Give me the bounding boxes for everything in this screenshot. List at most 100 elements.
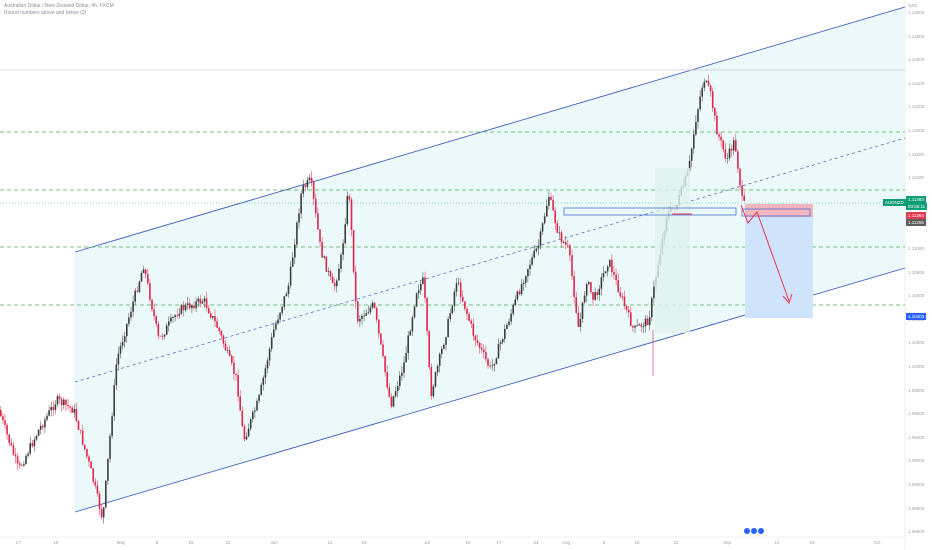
candle-body [63, 399, 65, 406]
candle-body [375, 307, 378, 320]
price-axis-label: 1.09000 [908, 482, 925, 487]
indicator-label[interactable]: Round numbers above and below (2) [4, 10, 87, 16]
candle-body [86, 449, 88, 457]
candle-body [588, 282, 590, 285]
candle-body [548, 196, 550, 206]
channel-fill [75, 7, 905, 512]
candle-body [609, 259, 611, 267]
candle-body [459, 282, 462, 297]
candle-body [214, 316, 216, 322]
candle-body [123, 336, 126, 342]
candle-body [737, 151, 739, 169]
candle-body [354, 271, 357, 302]
candle-body [12, 445, 15, 455]
order-block-box [741, 208, 811, 217]
candle-body [58, 396, 61, 400]
candle-body [218, 327, 220, 332]
candle-body [625, 305, 628, 310]
candle-body [378, 319, 380, 334]
support-resistance-levels[interactable] [0, 69, 905, 306]
last-price-tag: 1.11393 [906, 196, 926, 203]
candle-body [617, 280, 619, 293]
candle-body [228, 350, 231, 357]
candle-body [447, 319, 449, 338]
candle-body [546, 205, 548, 217]
candle-body [417, 290, 420, 294]
candle-body [556, 223, 559, 233]
candle-body [302, 185, 304, 194]
candle-body [613, 272, 615, 275]
candle-body [623, 296, 626, 306]
candle-body [693, 134, 695, 149]
ascending-channel[interactable] [74, 6, 906, 513]
candle-body [134, 290, 136, 302]
candle-body [283, 296, 286, 307]
candle-body [275, 323, 277, 330]
candle-body [199, 298, 202, 304]
candle-body [373, 302, 376, 308]
channel-upper-line [74, 6, 906, 253]
candle-body [8, 434, 10, 443]
candle-body [726, 158, 729, 159]
candle-body [212, 316, 214, 318]
candle-body [644, 318, 647, 327]
candle-body [121, 341, 124, 346]
candle-body [537, 245, 540, 249]
candle-body [590, 282, 592, 293]
time-axis-label: 12 [774, 540, 780, 545]
candle-body [480, 347, 483, 350]
candle-body [529, 264, 531, 270]
candle-body [294, 244, 296, 258]
candle-body [634, 325, 636, 328]
candle-body [191, 305, 193, 309]
candle-body [52, 407, 55, 410]
candle-body [495, 358, 498, 364]
price-axis-label: 1.11000 [908, 246, 924, 251]
candle-body [476, 340, 479, 343]
candle-body [504, 328, 506, 339]
candle-body [396, 386, 399, 392]
candle-body [409, 331, 412, 336]
candle-body [260, 384, 262, 395]
candle-body [77, 420, 80, 430]
candle-body [487, 359, 489, 366]
candle-body [697, 109, 699, 122]
candle-body [527, 269, 529, 277]
time-axis-label: 24 [533, 540, 539, 545]
candle-body [182, 305, 185, 311]
entry-level-tag: 1.11266 [906, 219, 926, 226]
time-axis-label: Jul [424, 540, 430, 545]
candle-body [233, 362, 235, 374]
candle-body [581, 302, 584, 320]
price-axis-label: 1.09200 [908, 458, 925, 464]
candle-body [281, 306, 283, 313]
candle-body [4, 420, 6, 426]
candle-body [579, 319, 582, 327]
candle-body [310, 177, 313, 182]
candle-body [50, 407, 52, 411]
candle-body [562, 241, 565, 243]
candle-body [340, 254, 342, 269]
candle-body [430, 366, 433, 397]
candle-body [325, 256, 328, 272]
short-position-tool[interactable] [563, 168, 813, 333]
candle-body [79, 429, 82, 431]
candle-body [21, 465, 23, 467]
time-axis-label: 22 [673, 540, 679, 545]
candle-body [33, 439, 36, 447]
candle-body [111, 416, 113, 437]
candle-body [464, 301, 466, 309]
candle-body [573, 276, 575, 298]
candle-body [455, 283, 458, 292]
candle-body [92, 468, 94, 482]
candle-body [88, 456, 90, 462]
time-axis-label: Jun [270, 540, 278, 545]
candlestick-series [0, 74, 745, 524]
candle-body [703, 81, 706, 88]
candle-body [705, 80, 708, 82]
time-axis-label: 17 [15, 540, 21, 545]
candle-body [642, 326, 645, 328]
candle-body [369, 307, 372, 313]
time-axis-label: 19 [361, 540, 367, 545]
